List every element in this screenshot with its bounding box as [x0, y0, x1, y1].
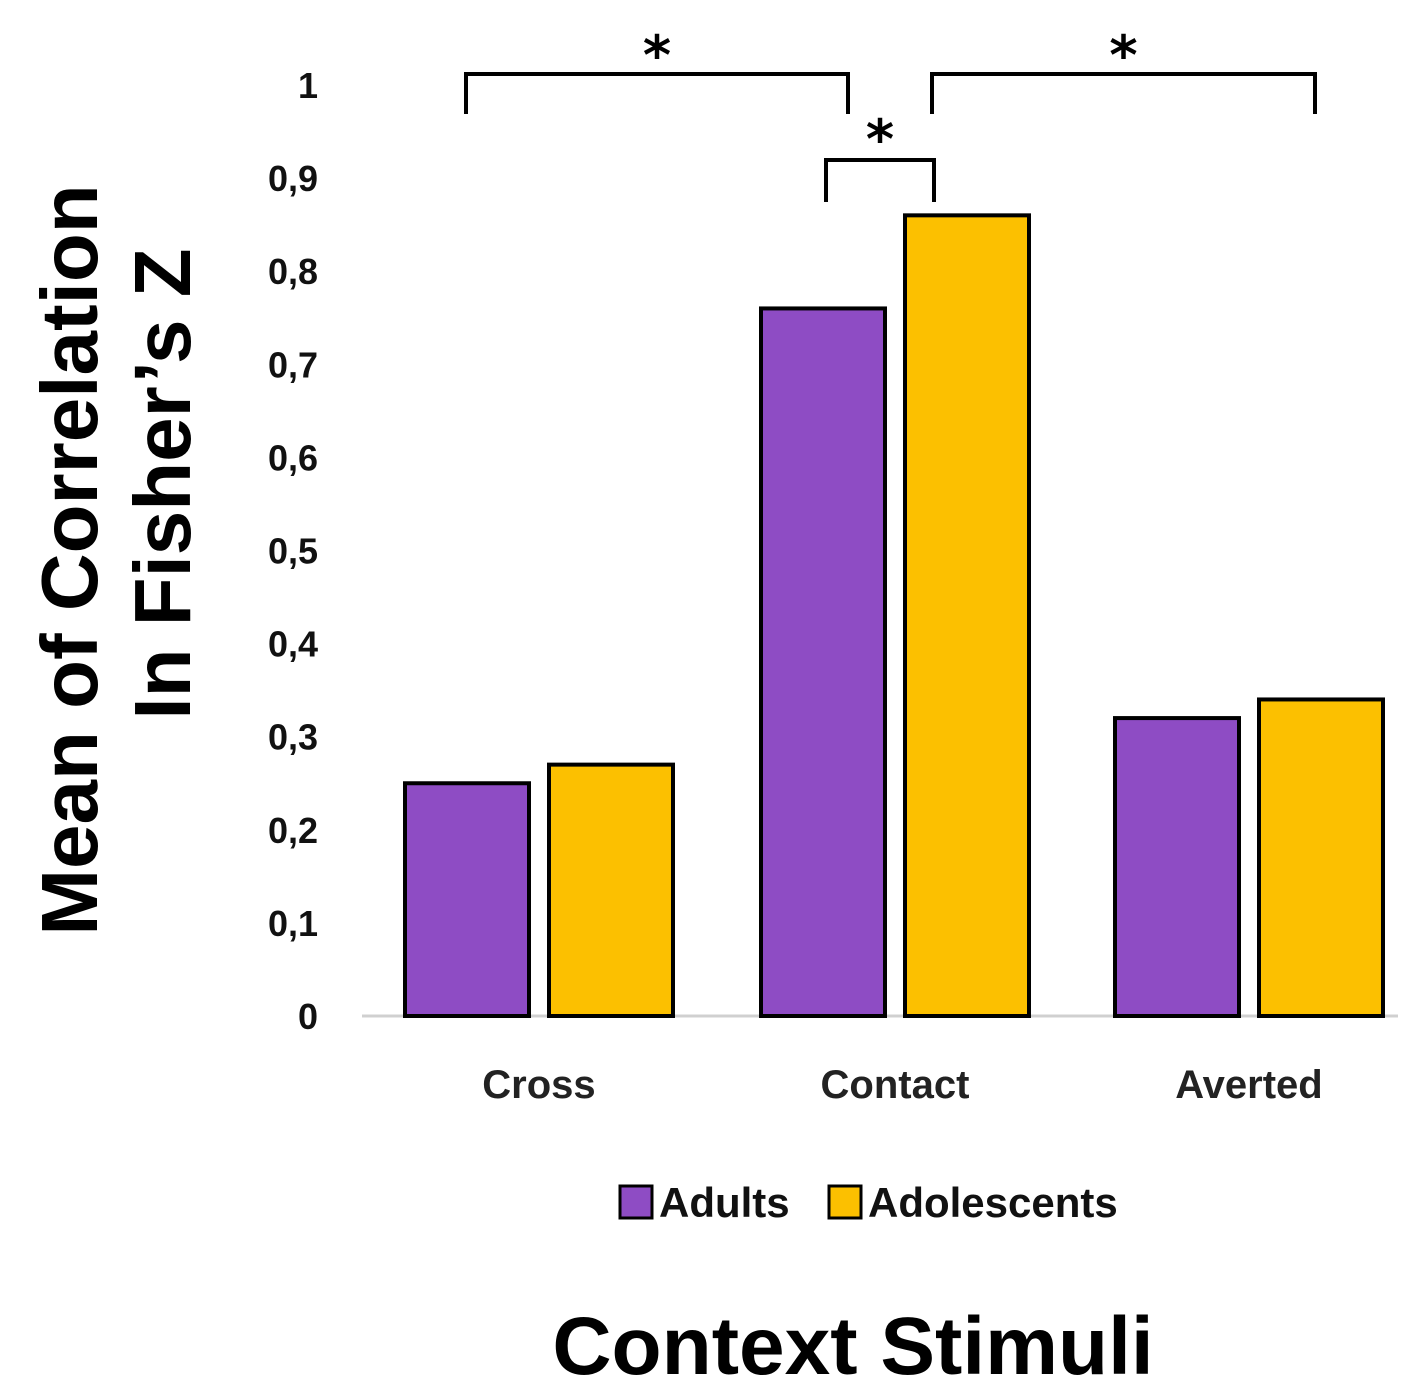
x-axis-categories: Cross Contact Averted: [482, 1063, 1322, 1107]
y-tick-label: 1: [298, 65, 318, 106]
y-axis-title-line-1: Mean of Correlation: [25, 184, 114, 935]
legend-swatch-adults: [618, 1184, 654, 1220]
y-tick-label: 0,9: [268, 158, 318, 199]
contact-vs-averted-star: *: [1109, 24, 1137, 87]
contact-adults-vs-adolescents-star: *: [866, 108, 894, 171]
legend-label-adults: Adults: [659, 1179, 790, 1226]
significance-brackets: * * *: [464, 24, 1317, 202]
y-tick-label: 0,1: [268, 903, 318, 944]
contact-adults-vs-adolescents-bracket: [824, 158, 936, 202]
x-tick-label-cross: Cross: [482, 1063, 595, 1107]
bar-adults-averted: [1113, 716, 1241, 1019]
x-tick-label-averted: Averted: [1175, 1063, 1322, 1107]
y-tick-label: 0,5: [268, 531, 318, 572]
y-tick-label: 0,7: [268, 344, 318, 385]
y-axis-title-line-2: In Fisher’s Z: [118, 248, 207, 719]
x-tick-label-contact: Contact: [821, 1063, 970, 1107]
bar-adolescents-cross: [547, 762, 675, 1018]
bar-adolescents-contact: [903, 213, 1031, 1018]
contact-vs-averted-bracket: [930, 72, 1317, 114]
cross-vs-contact-star: *: [643, 24, 671, 87]
y-tick-label: 0,8: [268, 251, 318, 292]
y-tick-label: 0,4: [268, 624, 318, 665]
y-tick-label: 0,3: [268, 717, 318, 758]
legend-swatch-adolescents: [827, 1184, 863, 1220]
x-axis-title: Context Stimuli: [552, 1301, 1153, 1381]
y-tick-label: 0: [298, 996, 318, 1037]
bars: [403, 213, 1385, 1019]
bar-adults-contact: [759, 306, 887, 1018]
y-tick-label: 0,2: [268, 810, 318, 851]
y-axis-ticks: 0 0,1 0,2 0,3 0,4 0,5 0,6 0,7 0,8 0,9 1: [268, 65, 318, 1037]
bar-adolescents-averted: [1257, 697, 1385, 1019]
y-tick-label: 0,6: [268, 437, 318, 478]
cross-vs-contact-bracket: [464, 72, 850, 114]
bar-adults-cross: [403, 781, 531, 1018]
legend-label-adolescents: Adolescents: [868, 1179, 1118, 1226]
legend: Adults Adolescents: [618, 1179, 1118, 1226]
